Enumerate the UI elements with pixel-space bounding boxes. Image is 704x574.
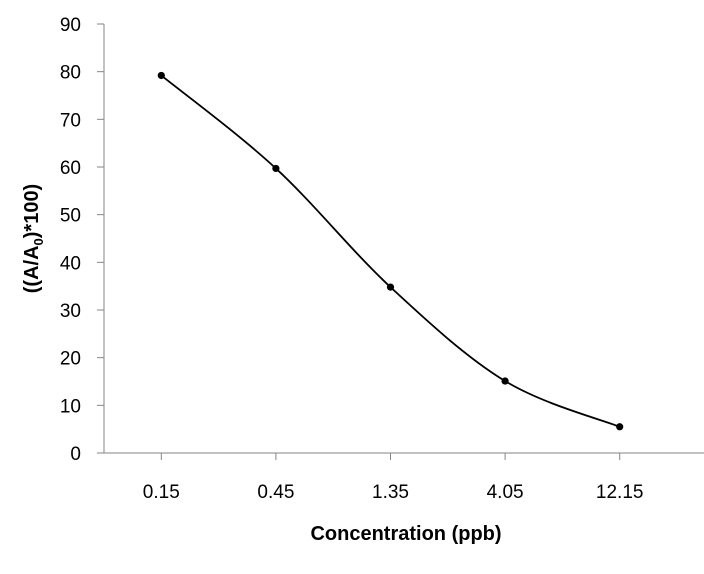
y-tick-label: 30 (60, 301, 81, 322)
x-axis: 0.15 0.45 1.35 4.05 12.15 (104, 452, 704, 503)
y-axis-title-suffix: )*100) (21, 184, 43, 238)
y-tick-label: 70 (60, 110, 81, 131)
x-tick-label: 1.35 (372, 482, 409, 503)
y-tick-label: 90 (60, 15, 81, 36)
data-point (616, 423, 624, 431)
data-point (386, 283, 395, 291)
y-tick-label: 0 (70, 444, 81, 465)
y-axis-title: ((A/A0)*100) (21, 184, 46, 293)
x-axis-title: Concentration (ppb) (310, 523, 501, 545)
x-tick-label: 0.15 (143, 482, 180, 503)
y-tick-label: 10 (60, 396, 81, 417)
data-point (272, 164, 280, 173)
series-line (160, 74, 621, 428)
data-point (157, 71, 165, 80)
y-tick-label: 50 (60, 206, 81, 227)
y-axis-title-subscript: 0 (31, 238, 46, 245)
y-tick-label: 80 (60, 63, 81, 84)
y-axis: 0 10 20 30 40 50 60 70 80 90 (60, 15, 105, 465)
data-point-group (157, 71, 624, 431)
y-tick-label: 40 (60, 253, 81, 274)
y-tick-label: 20 (60, 349, 81, 370)
x-tick-label: 4.05 (487, 482, 524, 503)
x-tick-group: 0.15 0.45 1.35 4.05 12.15 (143, 453, 644, 503)
x-tick-label: 0.45 (257, 482, 294, 503)
y-axis-title-prefix: ((A/A (21, 245, 43, 293)
x-tick-label: 12.15 (596, 482, 644, 503)
y-tick-group: 0 10 20 30 40 50 60 70 80 90 (60, 15, 104, 465)
y-tick-label: 60 (60, 158, 81, 179)
data-point (501, 377, 509, 385)
